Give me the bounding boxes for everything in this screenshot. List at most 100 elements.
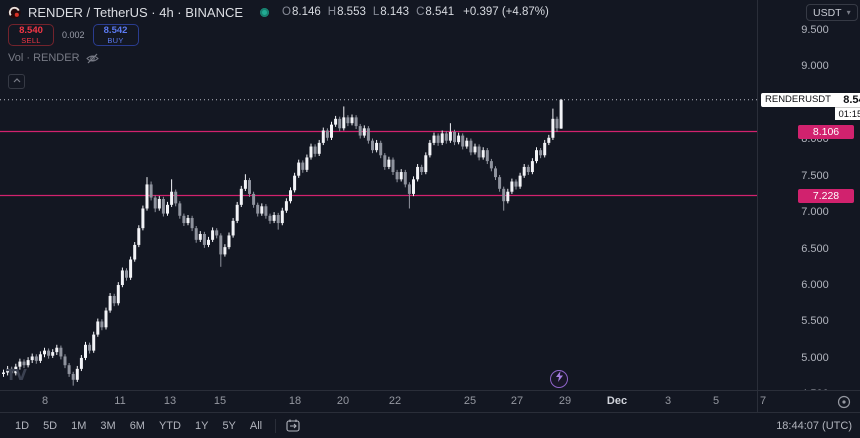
range-button-1y[interactable]: 1Y — [188, 417, 215, 435]
range-button-1d[interactable]: 1D — [8, 417, 36, 435]
candle-body — [149, 184, 153, 198]
candle-body — [202, 234, 206, 245]
candle-body — [379, 142, 383, 156]
go-to-date-button[interactable] — [282, 417, 304, 434]
range-button-3m[interactable]: 3M — [93, 417, 122, 435]
candle-body — [395, 172, 399, 180]
candle-body — [22, 361, 26, 366]
time-tick-label: 8 — [41, 395, 49, 407]
candle-body — [178, 203, 182, 216]
indicator-visibility-button[interactable] — [85, 53, 99, 64]
candle-body — [112, 295, 116, 304]
range-button-1m[interactable]: 1M — [64, 417, 93, 435]
price-chart-canvas[interactable] — [0, 0, 757, 390]
change-value: +0.397 (+4.87%) — [463, 6, 549, 18]
candle-body — [100, 321, 104, 328]
candle-body — [354, 117, 358, 127]
spread-value: 0.002 — [62, 30, 85, 40]
candle-body — [403, 172, 407, 185]
candle-body — [346, 117, 350, 124]
candle-body — [559, 99, 563, 129]
candle-body — [51, 352, 55, 356]
candle-body — [141, 208, 145, 229]
collapse-pane-button[interactable] — [8, 73, 25, 89]
time-tick-label: 7 — [759, 395, 767, 407]
candle-body — [235, 204, 239, 221]
candle-body — [539, 150, 543, 156]
candle-body — [194, 228, 198, 240]
price-tick-label: 7.000 — [801, 206, 829, 219]
candle-body — [350, 117, 354, 124]
ohlc-item: O8.146 — [282, 6, 321, 18]
candle-body — [239, 188, 243, 205]
currency-unit-label: USDT — [813, 6, 842, 19]
range-button-5d[interactable]: 5D — [36, 417, 64, 435]
sell-button[interactable]: 8.540 SELL — [8, 24, 54, 46]
candle-body — [161, 199, 165, 214]
candle-body — [399, 172, 403, 180]
candle-body — [448, 131, 452, 141]
candle-body — [498, 177, 502, 189]
candle-body — [309, 146, 313, 158]
currency-unit-dropdown[interactable]: USDT ▾ — [806, 4, 858, 21]
candle-body — [543, 142, 547, 156]
price-tick-label: 9.000 — [801, 60, 829, 73]
candle-body — [362, 128, 366, 136]
candle-body — [440, 133, 444, 143]
price-tick-label: 7.500 — [801, 169, 829, 182]
candle-body — [547, 137, 551, 143]
candle-body — [116, 285, 120, 304]
candle-body — [182, 215, 186, 224]
candle-body — [424, 155, 428, 173]
range-button-6m[interactable]: 6M — [123, 417, 152, 435]
candle-body — [38, 354, 42, 361]
time-tick-label: 15 — [213, 395, 227, 407]
candle-body — [305, 157, 309, 170]
range-button-ytd[interactable]: YTD — [152, 417, 188, 435]
candle-body — [494, 168, 497, 178]
target-icon[interactable] — [836, 394, 852, 410]
candle-body — [268, 215, 272, 221]
candle-body — [211, 230, 215, 240]
market-status-dot[interactable] — [260, 7, 270, 17]
range-button-5y[interactable]: 5Y — [215, 417, 242, 435]
candle-body — [120, 270, 124, 286]
time-axis[interactable]: 8 11 13 15 18 20 22 25 27 29 Dec 3 5 7 — [0, 390, 860, 413]
candle-body — [47, 350, 51, 356]
candle-body — [63, 356, 67, 366]
ohlc-values: O8.146 H8.553 L8.143 C8.541 — [282, 6, 454, 18]
candle-body — [6, 368, 10, 373]
candle-body — [108, 295, 112, 311]
buy-button[interactable]: 8.542 BUY — [92, 24, 139, 46]
range-button-all[interactable]: All — [243, 417, 269, 435]
time-tick-label: 20 — [336, 395, 350, 407]
candle-body — [2, 372, 5, 374]
candle-body — [502, 188, 506, 202]
candle-body — [34, 356, 38, 361]
price-axis[interactable]: USDT ▾ 9.500 9.000 8.000 7.500 7.000 6.500 6.0… — [757, 0, 860, 390]
candle-body — [334, 118, 338, 125]
clock[interactable]: 18:44:07 (UTC) — [776, 419, 852, 432]
volume-indicator-label[interactable]: Vol · RENDER — [8, 52, 80, 64]
candle-body — [43, 350, 46, 355]
calendar-icon — [286, 419, 300, 432]
candle-body — [10, 368, 14, 374]
symbol-title[interactable]: RENDER / TetherUS · 4h · BINANCE — [28, 4, 244, 20]
candle-body — [59, 347, 63, 357]
candle-body — [289, 190, 292, 202]
candle-body — [88, 344, 92, 351]
candle-body — [325, 130, 329, 138]
candle-body — [358, 126, 362, 136]
ohlc-item: L8.143 — [372, 6, 410, 18]
candle-body — [219, 235, 223, 255]
candle-body — [522, 166, 526, 176]
candle-body — [473, 146, 477, 153]
candle-body — [133, 244, 137, 260]
price-tick-label: 6.000 — [801, 279, 829, 292]
time-tick-label: 11 — [114, 395, 126, 407]
candle-body — [387, 159, 391, 167]
axis-corner-divider — [757, 391, 758, 413]
candle-body — [256, 204, 260, 214]
boost-flash-button[interactable] — [550, 370, 568, 388]
candle-body — [530, 161, 534, 173]
